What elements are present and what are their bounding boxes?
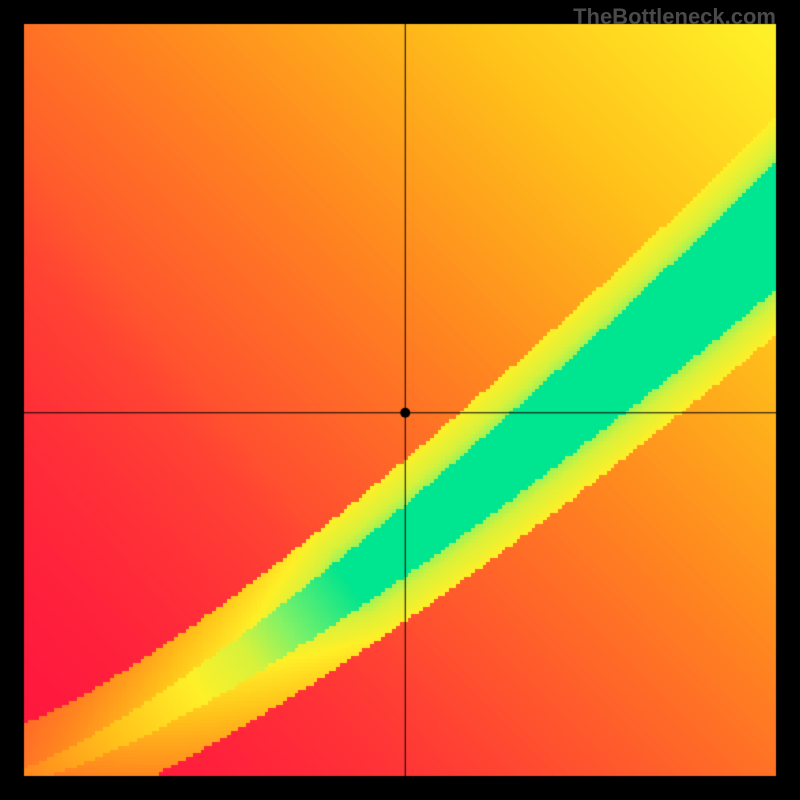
chart-container: TheBottleneck.com <box>0 0 800 800</box>
bottleneck-heatmap <box>0 0 800 800</box>
watermark-text: TheBottleneck.com <box>573 4 776 30</box>
